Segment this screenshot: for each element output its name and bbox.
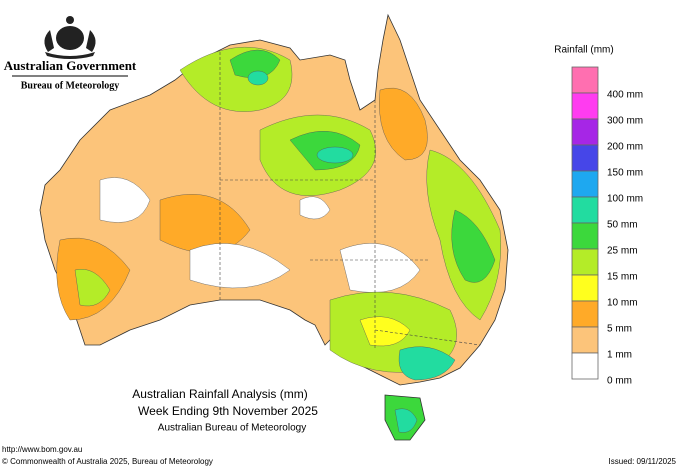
legend-swatch: [571, 118, 599, 146]
map-subtitle: Week Ending 9th November 2025: [138, 404, 318, 418]
australia-map: [39, 13, 509, 441]
legend-label: 200 mm: [607, 142, 643, 153]
legend: 400 mm 300 mm 200 mm 150 mm 100 mm 50 mm 25 mm…: [571, 66, 643, 387]
legend-label: 400 mm: [607, 90, 643, 101]
issued-date: Issued: 09/11/2025: [609, 457, 677, 466]
legend-label: 25 mm: [607, 246, 638, 257]
legend-label: 1 mm: [607, 350, 632, 361]
legend-swatch: [571, 222, 599, 250]
legend-swatch: [571, 300, 599, 328]
legend-swatch: [571, 196, 599, 224]
legend-label: 300 mm: [607, 116, 643, 127]
state-borders: [219, 52, 481, 350]
crest: [44, 16, 96, 59]
legend-label: 10 mm: [607, 298, 638, 309]
legend-swatch: [571, 92, 599, 120]
legend-swatch: [571, 170, 599, 198]
legend-swatch: [571, 248, 599, 276]
legend-label: 5 mm: [607, 324, 632, 335]
legend-swatch: [571, 274, 599, 302]
legend-label: 100 mm: [607, 194, 643, 205]
website-url: http://www.bom.gov.au: [2, 445, 82, 454]
map-title: Australian Rainfall Analysis (mm): [132, 387, 307, 401]
bureau-name: Bureau of Meteorology: [21, 80, 120, 91]
legend-label: 50 mm: [607, 220, 638, 231]
rainfall-areas: [56, 46, 501, 433]
copyright: © Commonwealth of Australia 2025, Bureau…: [2, 457, 213, 466]
legend-swatch: [571, 66, 599, 94]
legend-swatch: [571, 352, 599, 380]
legend-label: 150 mm: [607, 168, 643, 179]
map-source: Australian Bureau of Meteorology: [158, 423, 306, 434]
legend-swatch: [571, 144, 599, 172]
government-name: Australian Government: [4, 58, 137, 73]
legend-title: Rainfall (mm): [554, 45, 613, 56]
legend-label: 15 mm: [607, 272, 638, 283]
legend-swatch: [571, 326, 599, 354]
legend-label: 0 mm: [607, 376, 632, 387]
